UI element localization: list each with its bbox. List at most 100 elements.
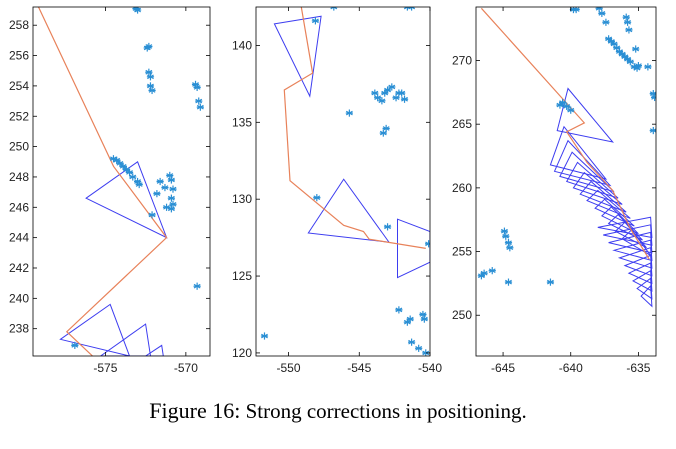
y-tick-label: 248 xyxy=(9,170,29,184)
star-point xyxy=(146,73,155,81)
y-tick-label: 265 xyxy=(452,117,472,131)
y-tick-label: 256 xyxy=(9,49,29,63)
star-point xyxy=(378,97,386,105)
panel-1: -575 -570 238 240 242 244 246 248 250 252 254 256 25… xyxy=(9,6,211,375)
triangle xyxy=(273,15,322,98)
figure-caption: Figure 16: Strong corrections in positio… xyxy=(0,398,676,424)
triangle xyxy=(144,344,164,356)
y-tick-label: 246 xyxy=(9,200,29,214)
star-point xyxy=(193,282,201,290)
star-point xyxy=(195,97,203,105)
star-point xyxy=(500,227,509,235)
star-point xyxy=(602,18,610,26)
x-tick-label: -540 xyxy=(418,361,442,375)
triangle xyxy=(556,87,615,143)
y-tick-label: 250 xyxy=(9,140,29,154)
y-tick-label: 125 xyxy=(232,269,252,283)
star-point xyxy=(148,211,156,219)
triangle xyxy=(579,180,627,213)
star-point xyxy=(145,42,153,51)
star-point xyxy=(382,124,390,133)
y-tick-label: 244 xyxy=(9,231,29,245)
y-tick-label: 270 xyxy=(452,53,472,67)
caption-text: Strong corrections in positioning. xyxy=(245,399,527,423)
trajectory-line xyxy=(37,7,168,356)
caption-label: Figure 16: xyxy=(149,398,241,423)
star-point xyxy=(161,183,169,192)
star-point xyxy=(193,83,201,92)
axes-frame xyxy=(32,6,211,357)
star-point xyxy=(504,239,513,247)
y-tick-label: 260 xyxy=(452,181,472,195)
x-tick-label: -550 xyxy=(277,361,301,375)
star-point xyxy=(415,344,423,352)
star-point xyxy=(420,315,428,323)
star-point xyxy=(546,278,555,286)
star-point xyxy=(632,45,640,53)
star-point xyxy=(502,232,510,240)
triangle xyxy=(572,171,623,205)
star-point xyxy=(116,159,124,167)
y-tick-label: 130 xyxy=(232,192,252,206)
trajectory-line xyxy=(283,7,426,249)
x-tick-label: -635 xyxy=(626,361,650,375)
star-point xyxy=(119,162,127,170)
y-tick-label: 135 xyxy=(232,115,252,129)
star-point xyxy=(169,200,177,208)
trajectory-line xyxy=(480,7,650,260)
triangle xyxy=(601,206,639,235)
star-point xyxy=(129,173,137,181)
star-point xyxy=(625,26,633,34)
star-point xyxy=(408,338,416,346)
star-point xyxy=(169,185,177,193)
star-point xyxy=(506,244,514,252)
x-tick-label: -545 xyxy=(347,361,371,375)
star-point xyxy=(651,93,656,102)
star-point xyxy=(313,194,321,202)
star-point xyxy=(559,98,567,107)
star-point xyxy=(644,63,652,71)
star-point xyxy=(424,240,430,248)
star-point xyxy=(146,82,155,90)
star-point xyxy=(626,58,634,66)
y-tick-label: 120 xyxy=(232,346,252,360)
star-point xyxy=(345,109,353,117)
star-point xyxy=(419,310,427,319)
star-point xyxy=(598,9,606,17)
star-point xyxy=(156,177,164,186)
star-point xyxy=(622,13,630,21)
star-point xyxy=(607,37,615,45)
y-tick-label: 254 xyxy=(9,79,29,93)
star-point xyxy=(148,86,156,95)
triangle xyxy=(307,178,391,243)
star-point xyxy=(398,89,406,97)
plot-area xyxy=(37,7,204,356)
axes-frame xyxy=(255,6,431,357)
star-point xyxy=(196,103,204,111)
triangle xyxy=(559,151,615,193)
star-point xyxy=(135,180,143,189)
axes-frame xyxy=(475,6,657,357)
triangle xyxy=(549,125,608,180)
plot-area xyxy=(477,7,656,308)
star-point xyxy=(167,194,175,202)
triangle xyxy=(59,303,131,356)
star-point xyxy=(125,168,134,176)
star-point xyxy=(162,203,171,211)
x-tick-label: -575 xyxy=(93,361,117,375)
star-point xyxy=(563,102,571,110)
star-point xyxy=(145,68,153,76)
triangle xyxy=(85,161,168,239)
star-point xyxy=(400,95,409,103)
triangle xyxy=(553,139,612,187)
star-point xyxy=(388,83,396,91)
star-point xyxy=(488,267,496,275)
star-point xyxy=(623,18,632,26)
star-point xyxy=(395,306,403,314)
star-point xyxy=(122,165,130,173)
y-tick-label: 258 xyxy=(9,18,29,32)
plot-area xyxy=(260,7,430,356)
x-tick-label: -645 xyxy=(491,361,515,375)
y-tick-label: 140 xyxy=(232,38,252,52)
star-point xyxy=(113,156,121,164)
